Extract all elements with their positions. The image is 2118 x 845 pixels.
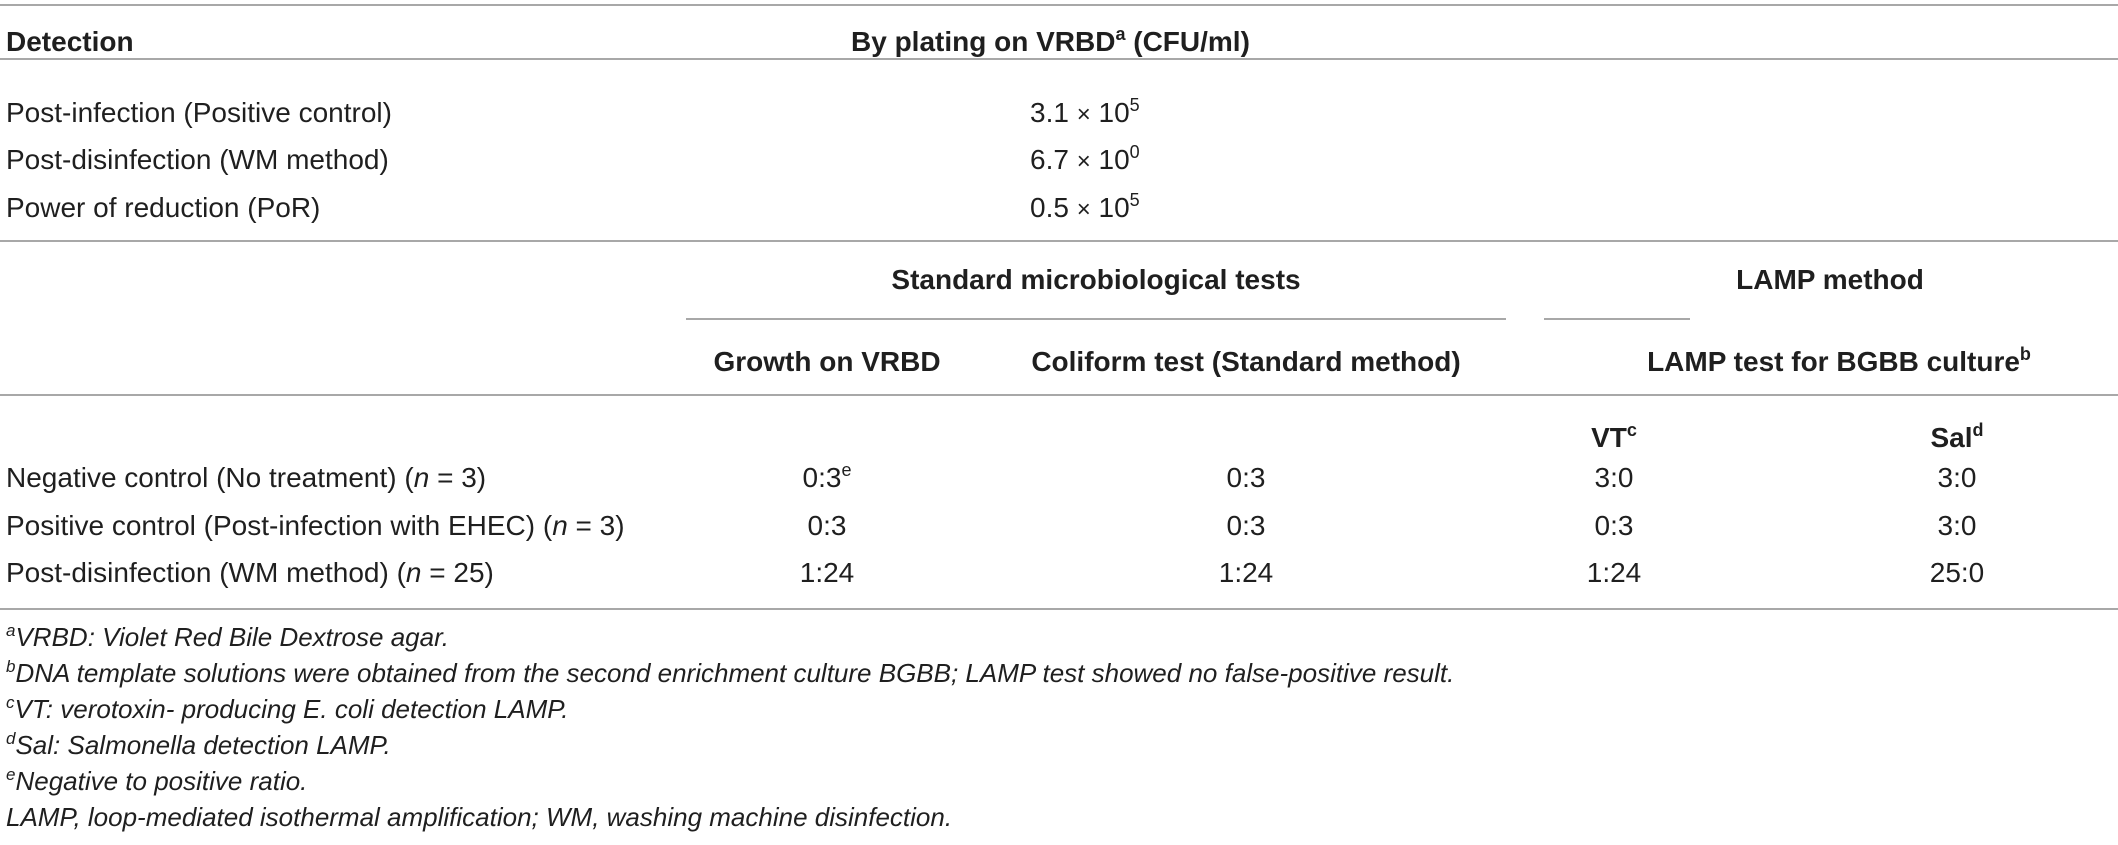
top-row-label: Post-infection (Positive control) [6, 97, 392, 128]
header-rule [0, 58, 2118, 60]
cell-sal: 3:0 [1937, 510, 1977, 541]
group-header-standard: Standard microbiological tests [891, 264, 1301, 295]
header-detection: Detection [6, 26, 134, 57]
top-rule [0, 4, 2118, 6]
top-row-label: Post-disinfection (WM method) [6, 144, 389, 175]
subheader-coliform: Coliform test (Standard method) [1031, 346, 1461, 377]
cell-growth: 0:3 [807, 510, 847, 541]
footnote-b: bDNA template solutions were obtained fr… [6, 657, 1455, 688]
bottom-row-label: Positive control (Post-infection with EH… [6, 510, 625, 541]
cell-growth: 0:3e [802, 460, 852, 493]
cell-coliform: 0:3 [1226, 462, 1266, 493]
footnote-e: eNegative to positive ratio. [6, 765, 308, 796]
lamp-group-underline [1544, 318, 1690, 320]
section-rule [0, 240, 2118, 242]
top-row-value: 3.1 × 105 [1030, 95, 1140, 128]
cell-vt: 0:3 [1594, 510, 1634, 541]
header-plating: By plating on VRBDa (CFU/ml) [851, 25, 1250, 57]
cell-coliform: 1:24 [1218, 557, 1274, 588]
col-header-sal: Sald [1930, 420, 1984, 453]
footnote-abbreviations: LAMP, loop-mediated isothermal amplifica… [6, 802, 953, 832]
col-header-vt: VTc [1591, 420, 1637, 453]
bottom-rule [0, 608, 2118, 610]
subheader-growth: Growth on VRBD [713, 346, 941, 377]
cell-coliform: 0:3 [1226, 510, 1266, 541]
cell-vt: 3:0 [1594, 462, 1634, 493]
bottom-row-label: Negative control (No treatment) (n = 3) [6, 462, 487, 493]
cell-vt: 1:24 [1586, 557, 1642, 588]
top-row-value: 6.7 × 100 [1030, 142, 1140, 175]
footnote-c: cVT: verotoxin- producing E. coli detect… [6, 693, 569, 724]
group-header-lamp: LAMP method [1736, 264, 1924, 295]
header-plating-main: By plating on VRBD [851, 26, 1116, 57]
header-plating-sup: a [1115, 24, 1126, 44]
standard-group-underline [686, 318, 1506, 320]
footnote-d: dSal: Salmonella detection LAMP. [6, 729, 391, 760]
footnote-a: aVRBD: Violet Red Bile Dextrose agar. [6, 621, 450, 652]
header-plating-unit: (CFU/ml) [1133, 26, 1250, 57]
bottom-row-label: Post-disinfection (WM method) (n = 25) [6, 557, 494, 588]
cell-sal: 25:0 [1929, 557, 1985, 588]
subheader-rule [0, 394, 2118, 396]
top-row-value: 0.5 × 105 [1030, 190, 1140, 223]
cell-growth: 1:24 [799, 557, 855, 588]
top-row-label: Power of reduction (PoR) [6, 192, 321, 223]
subheader-lamp-test: LAMP test for BGBB cultureb [1647, 344, 2031, 377]
cell-sal: 3:0 [1937, 462, 1977, 493]
